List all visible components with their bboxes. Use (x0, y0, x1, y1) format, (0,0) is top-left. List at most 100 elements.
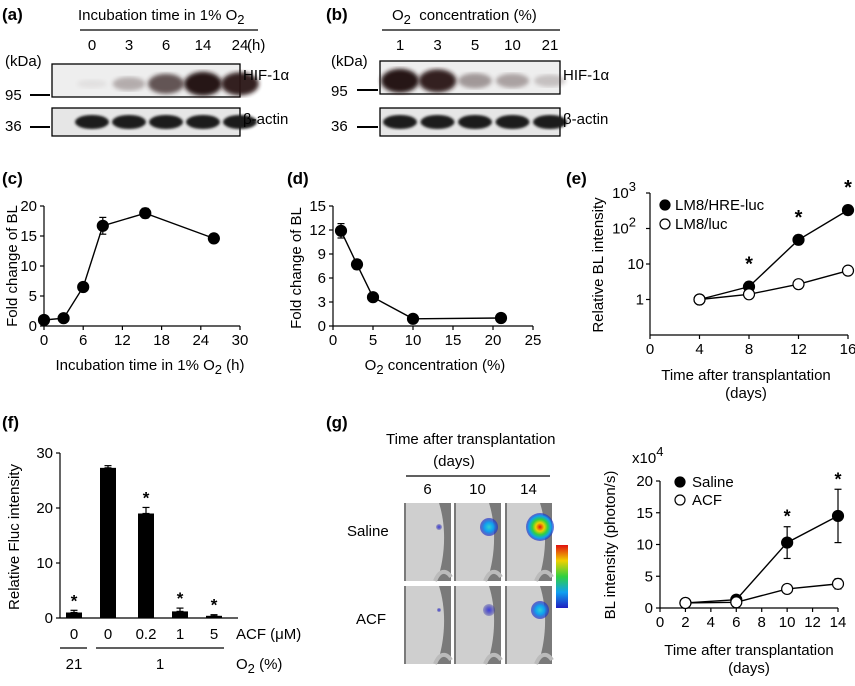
x-axis-label: Incubation time in 1% O2 (h) (56, 357, 245, 377)
data-point (831, 577, 845, 590)
mouse-limb (433, 569, 453, 582)
lane-label: 6 (162, 37, 170, 54)
legend-label: LM8/HRE-luc (675, 197, 765, 214)
data-point (781, 536, 794, 549)
actin-band (186, 115, 220, 129)
y-axis-label: Fold change of BL (288, 207, 305, 329)
y-tick-label: 0 (45, 610, 53, 627)
x-tick-label: 0 (656, 614, 664, 631)
significance-asterisk: * (211, 596, 218, 615)
panel-g-label: (g) (326, 413, 348, 432)
panel-f-label: (f) (2, 413, 19, 432)
legend-label: ACF (692, 492, 722, 509)
panel-g-colorbar (556, 545, 568, 608)
x-axis-label-2: (days) (725, 385, 767, 402)
panel-g-header-line2: (days) (433, 453, 475, 470)
bioluminescence-signal (436, 524, 442, 530)
chart-c: (c) 0 6 12 18 24 30 0 5 10 15 20 Incubation time in … (2, 169, 248, 377)
hif-band (381, 68, 419, 93)
day-label: 14 (520, 481, 537, 498)
acf-dose-label: 5 (210, 626, 218, 643)
o2-value-1: 1 (156, 656, 164, 673)
bar (206, 615, 222, 618)
y-tick-label: 10 (627, 256, 644, 273)
mouse-body (406, 503, 445, 581)
panel-b: (b) O2 concentration (%) (kDa) 1 3 5 10 21 9… (326, 5, 610, 137)
y-tick-label: 20 (636, 473, 653, 490)
panel-b-label: (b) (326, 5, 348, 24)
panel-g-row-saline: Saline (347, 523, 389, 540)
y-tick-label: 15 (20, 228, 37, 245)
data-point (679, 596, 692, 610)
series-line (43, 212, 215, 321)
o2-value-21: 21 (66, 656, 83, 673)
x-tick-label: 24 (192, 332, 209, 349)
actin-band (533, 115, 567, 129)
actin-band (420, 115, 455, 129)
series-line (685, 515, 839, 604)
x-tick-label: 4 (695, 341, 703, 358)
x-axis-label-2: (days) (728, 660, 770, 677)
actin-band (223, 115, 257, 129)
mouse-body (507, 586, 546, 664)
acf-dose-label: 0.2 (136, 626, 157, 643)
lane-label: 0 (88, 37, 96, 54)
data-point (841, 203, 855, 217)
x-tick-label: 6 (79, 332, 87, 349)
bar (66, 612, 82, 618)
panel-b-blot (379, 60, 567, 137)
x-tick-label: 10 (779, 614, 796, 631)
hif-band (418, 69, 457, 93)
acf-label: ACF (μM) (236, 626, 301, 643)
hif-band (148, 73, 184, 94)
panel-g-mouse-images (404, 503, 554, 665)
y-tick-label: 0 (318, 318, 326, 335)
acf-dose-label: 0 (104, 626, 112, 643)
x-tick-label: 12 (804, 614, 821, 631)
x-tick-label: 30 (232, 332, 249, 349)
data-point (781, 582, 794, 596)
hif-band (76, 79, 108, 88)
series-line (699, 209, 849, 301)
panel-a-header: Incubation time in 1% O2 (78, 7, 245, 27)
x-tick-label: 16 (840, 341, 855, 358)
y-tick-label: 0 (29, 318, 37, 335)
y-tick-label: 102 (612, 215, 636, 238)
actin-band (458, 115, 492, 129)
panel-g-imaging: (g) Time after transplantation (days) 6 1… (326, 413, 568, 665)
o2-label: O2 (%) (236, 656, 282, 676)
panel-g-day-labels: 6 10 14 (423, 481, 537, 498)
x-tick-label: 8 (758, 614, 766, 631)
actin-band (383, 115, 417, 129)
data-point (831, 509, 845, 523)
hif-band (534, 74, 566, 87)
data-point (350, 258, 364, 271)
x-axis-label: O2 concentration (%) (365, 357, 506, 377)
x-tick-label: 12 (790, 341, 807, 358)
significance-asterisk: * (844, 177, 852, 199)
y-axis-label: Fold change of BL (4, 205, 21, 327)
bioluminescence-signal (437, 608, 441, 612)
panel-b-conc-labels: 1 3 5 10 21 (396, 37, 559, 54)
bioluminescence-signal (480, 518, 498, 536)
lane-label: 1 (396, 37, 404, 54)
data-point (37, 313, 51, 327)
significance-asterisk: * (784, 507, 791, 527)
mouse-limb (534, 652, 554, 665)
x-tick-label: 5 (369, 332, 377, 349)
y-tick-label: 9 (318, 246, 326, 263)
y-tick-label: 15 (309, 198, 326, 215)
y-tick-label: 103 (612, 179, 636, 202)
actin-band (495, 115, 530, 129)
y-axis-label: BL intensity (photon/s) (602, 471, 619, 620)
legend-marker (659, 199, 671, 211)
x-tick-label: 8 (745, 341, 753, 358)
y-tick-label: 5 (29, 288, 37, 305)
series-line (685, 583, 839, 604)
panel-e-label: (e) (566, 169, 587, 188)
data-point (792, 278, 805, 291)
data-point (693, 293, 706, 306)
y-tick-label: 30 (36, 445, 53, 462)
series-line (699, 269, 849, 301)
x-tick-label: 2 (681, 614, 689, 631)
